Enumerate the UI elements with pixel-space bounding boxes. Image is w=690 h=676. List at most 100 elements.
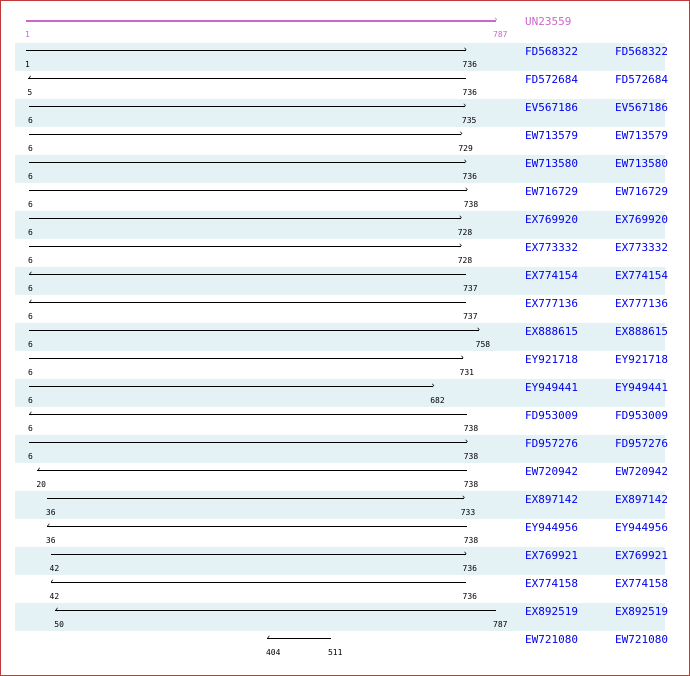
hit-id-link-secondary[interactable]: FD568322 [615,45,668,58]
hit-id-link[interactable]: EX892519 [525,605,578,618]
hit-row: › 6 731 EY921718 EY921718 [15,351,668,379]
arrow-left-icon: ‹ [45,521,52,531]
hit-row: › 6 738 EW716729 EW716729 [15,183,668,211]
start-position: 6 [27,452,33,461]
hit-id-link-secondary[interactable]: EX897142 [615,493,668,506]
hit-id-link-secondary[interactable]: EX773332 [615,241,668,254]
hit-id-link-secondary[interactable]: FD953009 [615,409,668,422]
start-position: 6 [27,116,33,125]
hit-id-link[interactable]: FD572684 [525,73,578,86]
hit-id-link[interactable]: EX774154 [525,269,578,282]
start-position: 36 [45,508,56,517]
arrow-left-icon: ‹ [36,465,42,475]
end-position: 787 [493,620,508,629]
hit-id-link-secondary[interactable]: EX892519 [615,605,668,618]
hit-id-link-secondary[interactable]: EW713579 [615,129,668,142]
hit-row: ‹ 6 738 FD953009 FD953009 [15,407,668,435]
start-position: 36 [45,536,56,545]
end-position: 787 [493,30,508,39]
end-position: 736 [462,88,477,97]
hit-id-link-secondary[interactable]: EY944956 [615,521,668,534]
hit-id-link[interactable]: EX897142 [525,493,578,506]
hit-id-link-secondary[interactable]: EW716729 [615,185,668,198]
hit-row: ‹ 42 736 EX774158 EX774158 [15,575,668,603]
hit-id-link-secondary[interactable]: EX769921 [615,549,668,562]
hit-row: ‹ 404 511 EW721080 EW721080 [15,631,668,659]
hit-id-link[interactable]: EW720942 [525,465,578,478]
end-position: 736 [462,592,477,601]
end-position: 728 [457,228,473,237]
start-position: 6 [27,228,33,237]
hit-id-link-secondary[interactable]: FD957276 [615,437,668,450]
hit-row: ‹ 6 737 EX777136 EX777136 [15,295,668,323]
hit-row: › 6 682 EY949441 EY949441 [15,379,668,407]
hit-id-link-secondary[interactable]: EY949441 [615,381,668,394]
arrow-right-icon: › [462,45,468,55]
alignment-line [28,414,467,415]
hit-id-link[interactable]: EY944956 [525,521,578,534]
hit-id-link[interactable]: EY949441 [525,381,578,394]
alignment-line [28,442,467,443]
start-position: 404 [265,648,281,657]
hit-id-link[interactable]: EX777136 [525,297,578,310]
start-position: 6 [27,368,33,377]
start-position: 6 [27,284,33,293]
hit-id-link[interactable]: FD957276 [525,437,578,450]
hit-id-link[interactable]: EX888615 [525,325,578,338]
hit-id-link-secondary[interactable]: EX774154 [615,269,668,282]
hit-id-link-secondary[interactable]: EW721080 [615,633,668,646]
arrow-left-icon: ‹ [27,297,34,307]
hit-id-link[interactable]: EX769921 [525,549,578,562]
hit-id-link-secondary[interactable]: EV567186 [615,101,668,114]
hit-id-link-secondary[interactable]: EX769920 [615,213,668,226]
hit-id-link[interactable]: EX774158 [525,577,578,590]
hit-id-link-secondary[interactable]: FD572684 [615,73,668,86]
hit-id-link[interactable]: EW713580 [525,157,578,170]
alignment-line [26,20,496,22]
hit-id-link-secondary[interactable]: EX888615 [615,325,668,338]
end-position: 728 [457,256,473,265]
hit-id-link[interactable]: EX773332 [525,241,578,254]
hit-id-link[interactable]: EV567186 [525,101,578,114]
end-position: 736 [462,172,477,181]
query-row: › 1 787 UN23559 [15,15,665,43]
arrow-right-icon: › [457,241,464,251]
hit-id-link[interactable]: FD568322 [525,45,578,58]
hit-row: › 6 729 EW713579 EW713579 [15,127,668,155]
hit-id-link[interactable]: EX769920 [525,213,578,226]
end-position: 735 [461,116,477,125]
end-position: 736 [462,564,477,573]
hit-id-link[interactable]: EW713579 [525,129,578,142]
hit-row: ‹ 50 787 EX892519 EX892519 [15,603,668,631]
hit-row: › 6 728 EX773332 EX773332 [15,239,668,267]
hit-id-link-secondary[interactable]: EY921718 [615,353,668,366]
start-position: 6 [27,424,33,433]
arrow-right-icon: › [493,15,499,25]
hit-id-link[interactable]: FD953009 [525,409,578,422]
hit-id-link-secondary[interactable]: EX774158 [615,577,668,590]
alignment-line [28,106,465,107]
hit-id-link-secondary[interactable]: EW713580 [615,157,668,170]
arrow-right-icon: › [475,325,482,335]
alignment-line [28,246,461,247]
alignment-line [28,358,463,359]
hit-id-link[interactable]: EW721080 [525,633,578,646]
alignment-line [50,582,466,583]
arrow-right-icon: › [457,213,464,223]
end-position: 736 [462,60,477,69]
arrow-left-icon: ‹ [27,269,34,279]
end-position: 738 [463,480,479,489]
hit-row: ‹ 36 738 EY944956 EY944956 [15,519,668,547]
hit-id-link-secondary[interactable]: EX777136 [615,297,668,310]
alignment-line [28,330,479,331]
hit-id-link-secondary[interactable]: EW720942 [615,465,668,478]
hit-id-link[interactable]: EW716729 [525,185,578,198]
hit-row: › 36 733 EX897142 EX897142 [15,491,668,519]
alignment-line [26,50,466,51]
arrow-right-icon: › [463,437,470,447]
start-position: 42 [49,564,60,573]
end-position: 729 [458,144,473,153]
arrow-left-icon: ‹ [265,633,272,643]
hit-id-link[interactable]: EY921718 [525,353,578,366]
